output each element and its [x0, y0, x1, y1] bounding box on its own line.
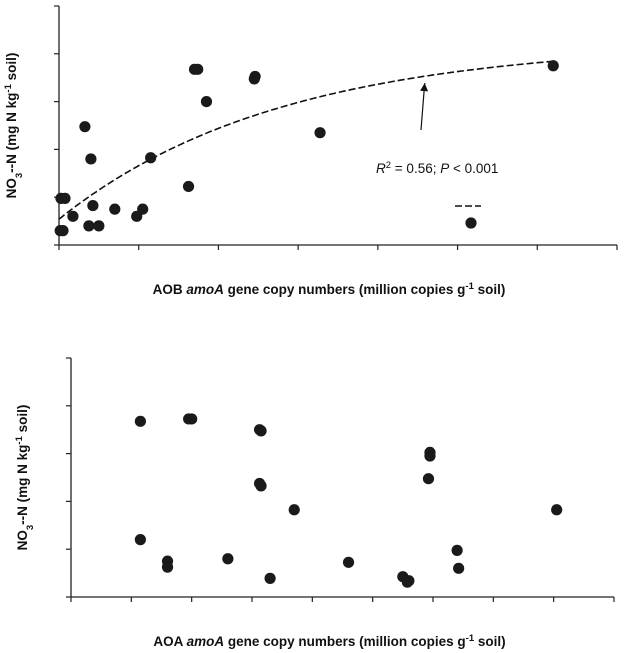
r2-text-part: R: [376, 161, 386, 176]
observed-point: [57, 225, 69, 237]
r2-text: R2 = 0.56; P < 0.001: [376, 160, 498, 177]
y-axis-label-part: --N (mg N kg: [15, 445, 30, 525]
observed-point: [186, 413, 198, 425]
x-axis-label-part: -1: [466, 633, 475, 644]
y-axis-label-part: --N (mg N kg: [4, 93, 19, 173]
observed-point: [551, 504, 563, 516]
y-axis-label-part: 3: [25, 525, 36, 530]
observed-point: [255, 480, 267, 492]
y-axis-label-part: 3: [14, 173, 25, 178]
y-axis-label-part: soil): [15, 405, 30, 437]
r2-text-part: = 0.56;: [391, 161, 440, 176]
observed-point: [79, 121, 91, 133]
observed-point: [547, 60, 559, 72]
observed-point: [288, 504, 300, 516]
observed-point: [422, 473, 435, 485]
fitted-curve: [58, 60, 554, 220]
x-axis-label-part: amoA: [187, 634, 225, 649]
observed-point: [453, 562, 465, 574]
observed-point: [59, 192, 71, 204]
x-axis-label-part: soil): [474, 282, 506, 297]
observed-point: [109, 203, 121, 215]
observed-point: [87, 199, 99, 212]
observed-point: [182, 180, 195, 193]
x-axis-label: AOA amoA gene copy numbers (million copi…: [153, 633, 505, 650]
observed-point: [342, 556, 355, 568]
chart-panel-b: AOA amoA gene copy numbers (million copi…: [14, 357, 615, 650]
observed-point: [255, 425, 267, 437]
x-axis-label-part: AOB: [153, 282, 187, 297]
observed-point: [403, 575, 415, 587]
y-axis-label-part: NO: [4, 178, 19, 198]
r2-text-part: 2: [386, 160, 391, 171]
y-axis-label-part: NO: [15, 530, 30, 550]
legend-observed-swatch: [465, 217, 477, 229]
observed-point: [67, 210, 79, 222]
legend: [455, 205, 481, 229]
r2-text-part: < 0.001: [449, 161, 498, 176]
observed-point: [83, 220, 95, 232]
observed-point: [314, 127, 326, 139]
observed-point: [264, 572, 276, 584]
observed-point: [145, 152, 157, 164]
y-axis-label: NO3--N (mg N kg-1 soil): [3, 53, 25, 199]
observed-point: [161, 561, 174, 573]
observed-point: [93, 220, 105, 232]
observed-point: [85, 153, 97, 165]
annotation-arrowhead: [420, 83, 429, 92]
y-axis-label: NO3--N (mg N kg-1 soil): [14, 405, 36, 551]
observed-point: [222, 553, 234, 565]
x-axis-label-part: gene copy numbers (million copies g: [224, 634, 466, 649]
x-axis-label-part: soil): [474, 634, 506, 649]
x-axis-label-part: amoA: [186, 282, 224, 297]
observed-point: [137, 203, 149, 215]
x-axis-label-part: gene copy numbers (million copies g: [224, 282, 466, 297]
observed-point: [451, 544, 463, 556]
chart-panel-a: AOB amoA gene copy numbers (million copi…: [3, 5, 618, 298]
observed-point: [424, 450, 436, 462]
observed-point: [134, 534, 146, 546]
y-axis-label-part: soil): [4, 53, 19, 85]
x-axis-label: AOB amoA gene copy numbers (million copi…: [153, 281, 506, 298]
r2-text-part: P: [440, 161, 449, 176]
x-axis-label-part: AOA: [153, 634, 186, 649]
y-axis-label-part: -1: [3, 83, 14, 92]
observed-point: [200, 96, 213, 108]
observed-point: [134, 415, 146, 427]
observed-point: [192, 63, 204, 75]
observed-point: [249, 70, 261, 83]
y-axis-label-part: -1: [14, 435, 25, 444]
x-axis-label-part: -1: [465, 281, 474, 292]
